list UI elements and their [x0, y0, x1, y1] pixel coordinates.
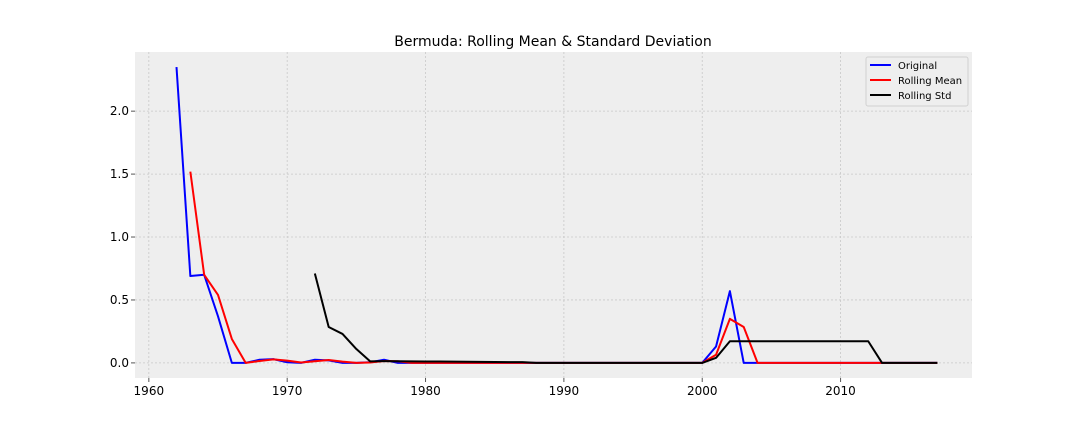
- y-tick-label: 1.5: [110, 167, 129, 181]
- x-tick-label: 1980: [410, 384, 441, 398]
- series-lines: [175, 67, 938, 364]
- legend-label: Rolling Std: [898, 91, 951, 102]
- x-tick-label: 1960: [134, 384, 165, 398]
- y-tick-label: 0.5: [110, 293, 129, 307]
- y-tick-label: 2.0: [110, 104, 129, 118]
- legend: Original Rolling Mean Rolling Std: [865, 56, 969, 107]
- y-tick-label: 1.0: [110, 230, 129, 244]
- x-tick-label: 1970: [272, 384, 303, 398]
- legend-box: [865, 56, 969, 107]
- chart-title: Bermuda: Rolling Mean & Standard Deviati…: [394, 34, 711, 50]
- x-tick-label: 2010: [825, 384, 856, 398]
- legend-label: Rolling Mean: [898, 76, 962, 87]
- x-tick-label: 1990: [549, 384, 580, 398]
- y-tick-label: 0.0: [110, 356, 129, 370]
- axis-ticks: 1960 1970 1980 1990 2000 2010 0.0 0.5 1.0 1.5 2.0: [110, 104, 856, 398]
- plot-background: [135, 52, 972, 378]
- legend-label: Original: [898, 61, 937, 72]
- series-line-rolling-std: [313, 273, 938, 364]
- x-tick-label: 2000: [687, 384, 718, 398]
